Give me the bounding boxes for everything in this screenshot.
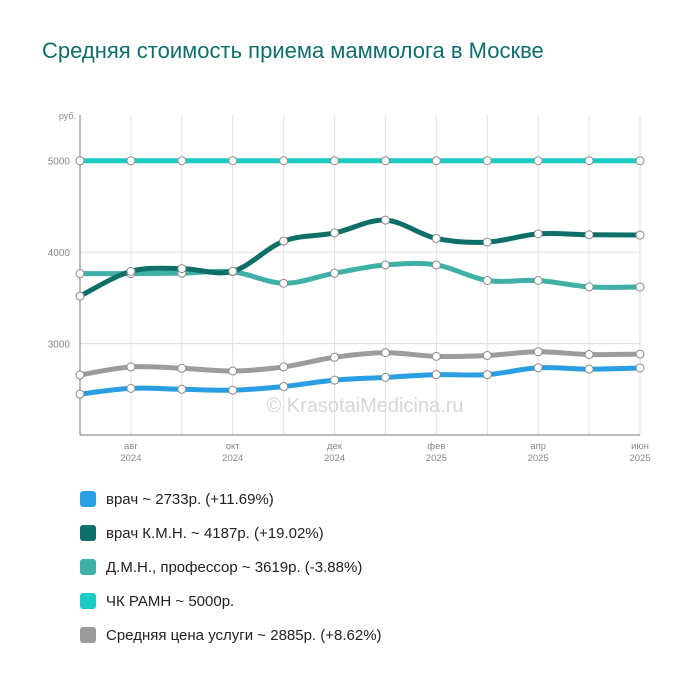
data-point[interactable] xyxy=(228,385,238,395)
data-point[interactable] xyxy=(380,372,390,382)
legend-swatch xyxy=(80,627,96,643)
data-point[interactable] xyxy=(584,350,594,360)
series-lines xyxy=(77,158,643,397)
data-point[interactable] xyxy=(279,236,289,246)
data-point[interactable] xyxy=(431,370,441,380)
data-point[interactable] xyxy=(228,156,238,166)
x-tick-label-year: 2025 xyxy=(629,453,650,464)
data-point[interactable] xyxy=(330,352,340,362)
data-point[interactable] xyxy=(533,275,543,285)
legend-label: ЧК РАМН ~ 5000р. xyxy=(106,592,235,610)
data-point[interactable] xyxy=(533,347,543,357)
legend-swatch xyxy=(80,525,96,541)
x-tick-label-month: апр xyxy=(530,441,546,452)
x-tick-label-month: дек xyxy=(327,441,343,452)
x-tick-label-month: окт xyxy=(226,441,241,452)
x-tick-label-month: июн xyxy=(631,441,649,452)
chart-title: Средняя стоимость приема маммолога в Мос… xyxy=(42,38,544,63)
legend-swatch xyxy=(80,491,96,507)
x-tick-label-year: 2025 xyxy=(426,453,447,464)
legend-label: Д.М.Н., профессор ~ 3619р. (-3.88%) xyxy=(106,558,363,576)
data-point[interactable] xyxy=(279,382,289,392)
data-point[interactable] xyxy=(177,156,187,166)
data-point[interactable] xyxy=(584,282,594,292)
data-point[interactable] xyxy=(75,370,85,380)
data-point[interactable] xyxy=(635,156,645,166)
x-tick-label-year: 2024 xyxy=(120,453,141,464)
x-tick-label-year: 2025 xyxy=(528,453,549,464)
legend-label: врач ~ 2733р. (+11.69%) xyxy=(106,490,274,508)
data-point[interactable] xyxy=(635,363,645,373)
data-point[interactable] xyxy=(126,266,136,276)
data-point[interactable] xyxy=(228,366,238,376)
data-point[interactable] xyxy=(279,362,289,372)
data-point[interactable] xyxy=(380,156,390,166)
legend-label: Средняя цена услуги ~ 2885р. (+8.62%) xyxy=(106,626,382,644)
data-point[interactable] xyxy=(431,233,441,243)
data-point[interactable] xyxy=(228,266,238,276)
data-point[interactable] xyxy=(279,278,289,288)
legend-swatch xyxy=(80,593,96,609)
y-tick-label: 5000 xyxy=(48,157,71,168)
data-point[interactable] xyxy=(635,282,645,292)
data-point[interactable] xyxy=(380,260,390,270)
data-point[interactable] xyxy=(635,230,645,240)
x-tick-label-year: 2024 xyxy=(324,453,345,464)
data-point[interactable] xyxy=(75,389,85,399)
data-point[interactable] xyxy=(482,370,492,380)
data-point[interactable] xyxy=(533,156,543,166)
data-point[interactable] xyxy=(330,228,340,238)
legend-item[interactable]: Средняя цена услуги ~ 2885р. (+8.62%) xyxy=(80,618,382,652)
data-point[interactable] xyxy=(482,156,492,166)
data-point[interactable] xyxy=(431,351,441,361)
data-point[interactable] xyxy=(584,364,594,374)
y-axis-unit: руб. xyxy=(59,111,76,121)
data-point[interactable] xyxy=(380,215,390,225)
data-point[interactable] xyxy=(482,350,492,360)
x-axis: авг2024окт2024дек2024фев2025апр2025июн20… xyxy=(80,434,651,464)
series-points xyxy=(75,156,645,399)
series-line xyxy=(77,349,643,378)
legend-swatch xyxy=(80,559,96,575)
data-point[interactable] xyxy=(635,349,645,359)
data-point[interactable] xyxy=(177,363,187,373)
data-point[interactable] xyxy=(75,291,85,301)
data-point[interactable] xyxy=(330,375,340,385)
data-point[interactable] xyxy=(482,275,492,285)
data-point[interactable] xyxy=(431,260,441,270)
data-point[interactable] xyxy=(177,264,187,274)
data-point[interactable] xyxy=(126,383,136,393)
data-point[interactable] xyxy=(330,156,340,166)
data-point[interactable] xyxy=(482,237,492,247)
watermark: © KrasotaiMedicina.ru xyxy=(266,395,463,417)
data-point[interactable] xyxy=(75,269,85,279)
data-point[interactable] xyxy=(126,362,136,372)
y-axis: 3000 4000 5000 руб. xyxy=(48,111,81,435)
legend-item[interactable]: врач ~ 2733р. (+11.69%) xyxy=(80,482,382,516)
y-tick-label: 3000 xyxy=(48,340,71,351)
data-point[interactable] xyxy=(533,229,543,239)
legend-item[interactable]: Д.М.Н., профессор ~ 3619р. (-3.88%) xyxy=(80,550,382,584)
x-tick-label-year: 2024 xyxy=(222,453,243,464)
data-point[interactable] xyxy=(431,156,441,166)
x-tick-label-month: авг xyxy=(124,441,138,452)
data-point[interactable] xyxy=(380,348,390,358)
data-point[interactable] xyxy=(177,384,187,394)
legend-item[interactable]: врач К.М.Н. ~ 4187р. (+19.02%) xyxy=(80,516,382,550)
series-line xyxy=(77,365,643,397)
x-tick-label-month: фев xyxy=(427,441,445,452)
legend-item[interactable]: ЧК РАМН ~ 5000р. xyxy=(80,584,382,618)
y-tick-label: 4000 xyxy=(48,248,71,259)
data-point[interactable] xyxy=(330,268,340,278)
chart-legend: врач ~ 2733р. (+11.69%) врач К.М.Н. ~ 418… xyxy=(80,482,382,652)
data-point[interactable] xyxy=(584,230,594,240)
data-point[interactable] xyxy=(584,156,594,166)
data-point[interactable] xyxy=(533,363,543,373)
data-point[interactable] xyxy=(75,156,85,166)
data-point[interactable] xyxy=(126,156,136,166)
legend-label: врач К.М.Н. ~ 4187р. (+19.02%) xyxy=(106,524,324,542)
data-point[interactable] xyxy=(279,156,289,166)
